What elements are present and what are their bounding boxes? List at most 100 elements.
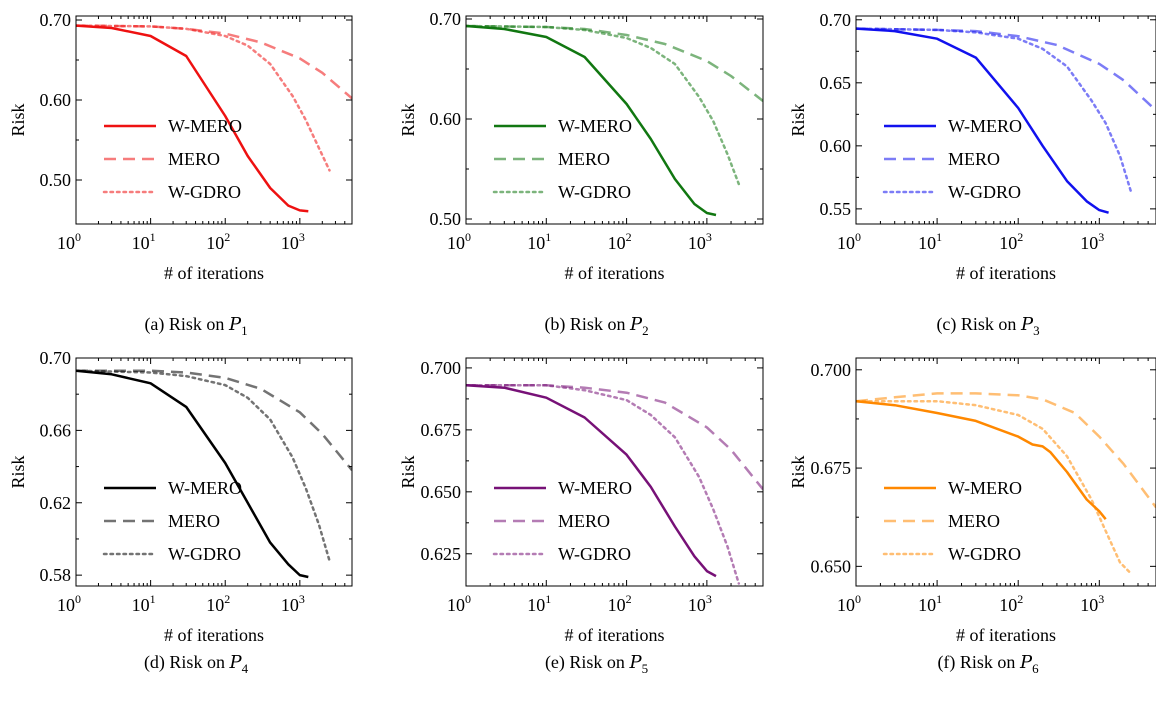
series-line-mero <box>76 24 352 100</box>
x-tick-label: 102 <box>999 230 1023 253</box>
y-axis-label: Risk <box>788 103 808 136</box>
x-tick-label: 100 <box>837 230 861 253</box>
x-tick-label: 101 <box>132 230 156 253</box>
y-axis-label: Risk <box>788 455 808 488</box>
chart-panel-1: 100 101 102 103 0.50 0.60 0.70 # of iterations R… <box>8 10 353 338</box>
x-tick-label: 103 <box>688 230 712 253</box>
series-line-w-gdro <box>76 24 331 172</box>
x-axis-label: # of iterations <box>565 625 665 645</box>
chart-panel-4: 100 101 102 103 0.58 0.62 0.66 0.70 # of iterati… <box>8 348 353 676</box>
legend-label-w-gdro: W-GDRO <box>558 544 631 564</box>
x-tick-label: 100 <box>57 592 81 615</box>
series-line-mero <box>466 384 763 491</box>
x-axis-label: # of iterations <box>164 263 264 283</box>
x-axis-label: # of iterations <box>956 263 1056 283</box>
chart-panel-2: 100 101 102 103 0.50 0.60 0.70 # of iterations R… <box>398 9 764 338</box>
x-tick-label: 100 <box>447 230 471 253</box>
y-axis-label: Risk <box>398 455 418 488</box>
chart-panel-3: 100 101 102 103 0.55 0.60 0.65 0.70 # of iterati… <box>788 10 1156 338</box>
x-tick-label: 103 <box>1080 592 1104 615</box>
x-axis-label: # of iterations <box>956 625 1056 645</box>
legend-label-w-gdro: W-GDRO <box>948 544 1021 564</box>
y-axis-label: Risk <box>8 455 28 488</box>
x-tick-label: 101 <box>918 230 942 253</box>
y-axis-label: Risk <box>8 103 28 136</box>
y-tick-label: 0.625 <box>421 544 462 564</box>
series-line-mero <box>76 369 352 471</box>
legend-label-w-mero: W-MERO <box>948 478 1022 498</box>
series-line-w-gdro <box>856 27 1133 195</box>
legend-label-w-mero: W-MERO <box>948 116 1022 136</box>
subfigure-caption: (c) Risk on P3 <box>936 314 1039 338</box>
legend-label-w-gdro: W-GDRO <box>948 182 1021 202</box>
x-tick-label: 101 <box>918 592 942 615</box>
subfigure-caption: (b) Risk on P2 <box>544 314 648 338</box>
legend-label-w-mero: W-MERO <box>558 478 632 498</box>
series-line-w-gdro <box>856 399 1133 576</box>
y-tick-label: 0.70 <box>430 9 462 29</box>
y-tick-label: 0.675 <box>811 458 852 478</box>
x-tick-label: 101 <box>527 230 551 253</box>
y-tick-label: 0.70 <box>40 348 72 368</box>
y-axis-label: Risk <box>398 103 418 136</box>
subfigure-caption: (e) Risk on P5 <box>545 652 648 676</box>
y-tick-label: 0.60 <box>40 90 72 110</box>
y-tick-label: 0.60 <box>820 136 852 156</box>
x-tick-label: 103 <box>688 592 712 615</box>
x-tick-label: 103 <box>281 592 305 615</box>
y-tick-label: 0.675 <box>421 420 462 440</box>
legend-label-w-gdro: W-GDRO <box>168 544 241 564</box>
series-line-mero <box>856 27 1156 112</box>
series-line-w-gdro <box>466 24 741 186</box>
series-line-w-mero <box>856 399 1107 520</box>
y-tick-label: 0.650 <box>421 482 462 502</box>
x-tick-label: 101 <box>132 592 156 615</box>
series-line-w-mero <box>76 369 309 579</box>
y-tick-label: 0.70 <box>820 10 852 30</box>
y-tick-label: 0.650 <box>811 556 852 576</box>
x-tick-label: 100 <box>447 592 471 615</box>
legend-label-w-gdro: W-GDRO <box>168 182 241 202</box>
x-tick-label: 103 <box>1080 230 1104 253</box>
x-tick-label: 103 <box>281 230 305 253</box>
y-tick-label: 0.60 <box>430 109 462 129</box>
series-line-w-mero <box>466 24 717 217</box>
subfigure-caption: (f) Risk on P6 <box>937 652 1039 676</box>
legend-label-mero: MERO <box>558 511 610 531</box>
series-line-w-mero <box>76 24 309 213</box>
y-tick-label: 0.62 <box>40 493 72 513</box>
y-tick-label: 0.66 <box>40 420 72 440</box>
legend-label-w-gdro: W-GDRO <box>558 182 631 202</box>
subfigure-caption: (a) Risk on P1 <box>144 314 247 338</box>
series-line-w-mero <box>466 384 717 578</box>
legend-label-mero: MERO <box>558 149 610 169</box>
x-tick-label: 102 <box>999 592 1023 615</box>
legend-label-mero: MERO <box>168 149 220 169</box>
series-line-w-gdro <box>76 369 331 562</box>
x-tick-label: 100 <box>57 230 81 253</box>
y-tick-label: 0.700 <box>421 358 462 378</box>
legend-label-mero: MERO <box>948 511 1000 531</box>
chart-panel-6: 100 101 102 103 0.650 0.675 0.700 # of iteratio… <box>788 357 1156 676</box>
series-line-mero <box>856 392 1156 509</box>
chart-panel-5: 100 101 102 103 0.625 0.650 0.675 0.700 # of ite… <box>398 357 764 676</box>
subfigure-caption: (d) Risk on P4 <box>144 652 249 676</box>
legend-label-w-mero: W-MERO <box>168 116 242 136</box>
x-tick-label: 101 <box>527 592 551 615</box>
x-axis-label: # of iterations <box>565 263 665 283</box>
y-tick-label: 0.50 <box>40 170 72 190</box>
legend-label-mero: MERO <box>948 149 1000 169</box>
y-tick-label: 0.65 <box>820 73 852 93</box>
x-tick-label: 102 <box>206 230 230 253</box>
series-line-w-mero <box>856 27 1109 214</box>
y-tick-label: 0.58 <box>40 565 72 585</box>
y-tick-label: 0.70 <box>40 10 72 30</box>
y-tick-label: 0.55 <box>820 199 852 219</box>
x-tick-label: 102 <box>608 592 632 615</box>
legend-label-mero: MERO <box>168 511 220 531</box>
y-tick-label: 0.700 <box>811 360 852 380</box>
x-tick-label: 100 <box>837 592 861 615</box>
x-tick-label: 102 <box>608 230 632 253</box>
x-axis-label: # of iterations <box>164 625 264 645</box>
